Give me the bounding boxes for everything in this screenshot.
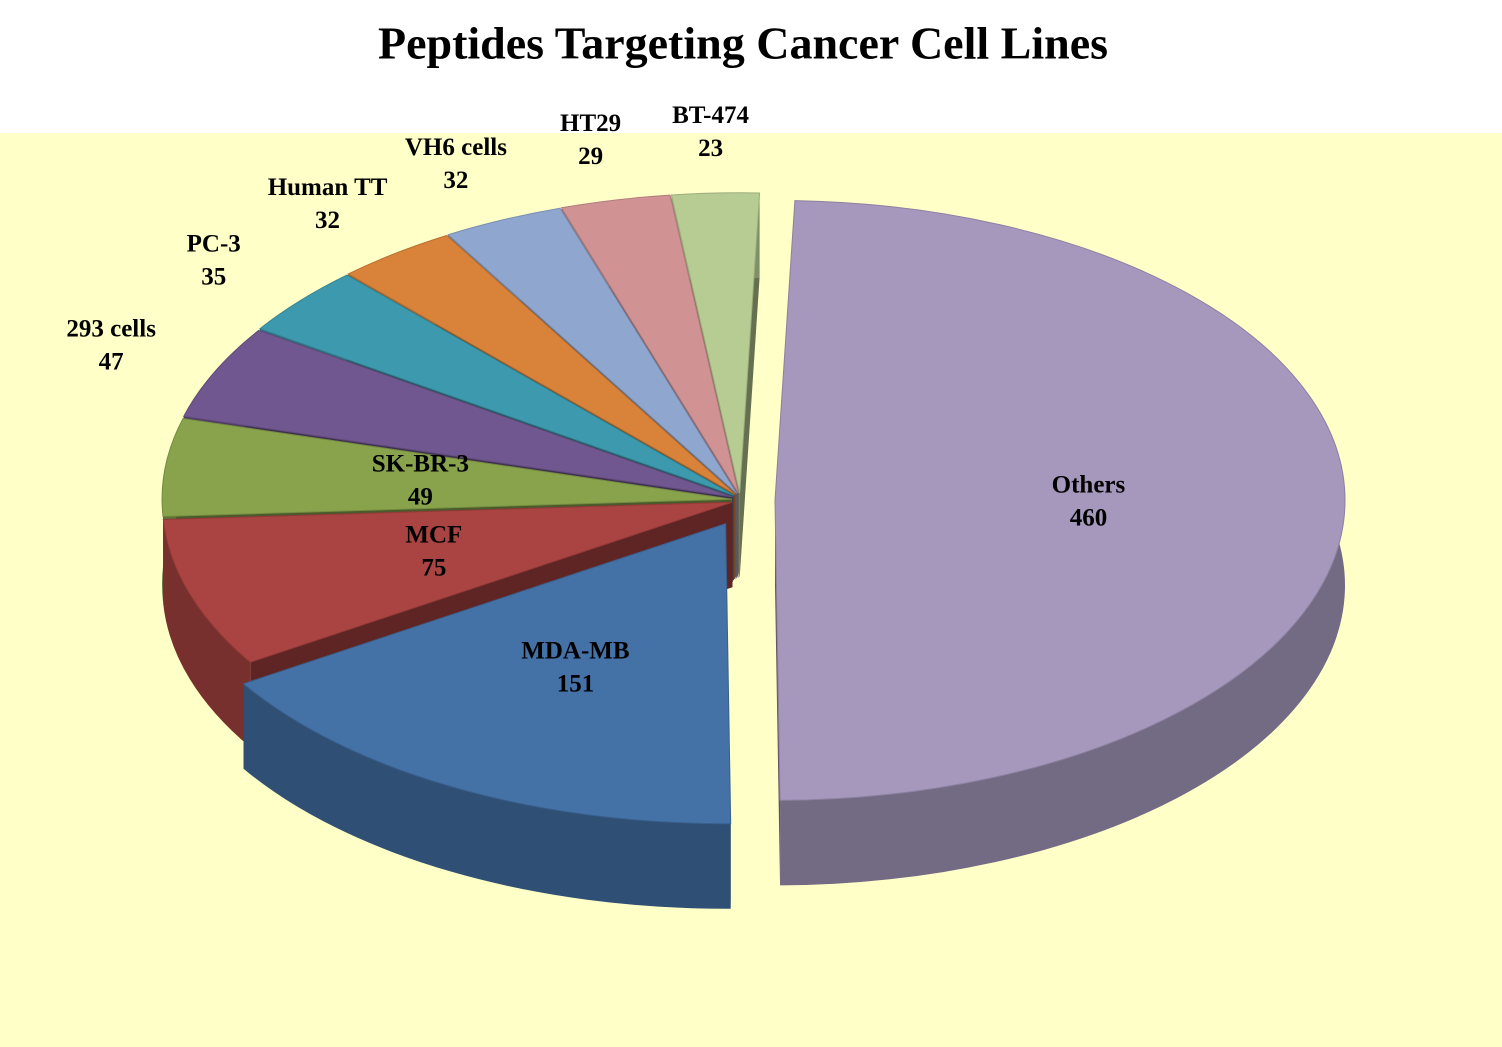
value-label: 49 xyxy=(408,483,433,510)
slice-wall xyxy=(163,519,251,748)
slice-label: MDA-MB xyxy=(521,637,629,664)
slice xyxy=(560,194,739,494)
value-label: 151 xyxy=(557,670,595,697)
slice xyxy=(447,207,738,494)
slice-label: HT29 xyxy=(560,110,621,137)
value-label: 35 xyxy=(201,263,226,290)
slice-label: VH6 cells xyxy=(405,134,507,161)
slice-label: PC-3 xyxy=(187,230,241,257)
slice-label: SK-BR-3 xyxy=(372,450,469,477)
chart-title: Peptides Targeting Cancer Cell Lines xyxy=(378,18,1108,69)
slice-side xyxy=(739,192,760,578)
slice-label: Human TT xyxy=(268,174,388,201)
slice-label: 293 cells xyxy=(66,315,156,342)
slice xyxy=(162,501,733,663)
slice xyxy=(258,274,735,496)
slice xyxy=(161,418,733,518)
slice xyxy=(242,523,732,825)
value-label: 29 xyxy=(578,143,603,170)
value-label: 23 xyxy=(698,135,723,162)
slice-label: Others xyxy=(1052,471,1126,498)
value-label: 32 xyxy=(443,167,468,194)
slice xyxy=(182,329,733,498)
slice xyxy=(670,192,761,493)
value-label: 75 xyxy=(421,554,446,581)
value-label: 32 xyxy=(315,207,340,234)
value-label: 47 xyxy=(99,348,124,375)
value-label: 460 xyxy=(1070,504,1108,531)
slice-label: MCF xyxy=(405,521,462,548)
slice xyxy=(347,234,736,495)
pie xyxy=(161,192,1346,909)
slice-label: BT-474 xyxy=(672,102,749,129)
slice xyxy=(774,200,1346,801)
